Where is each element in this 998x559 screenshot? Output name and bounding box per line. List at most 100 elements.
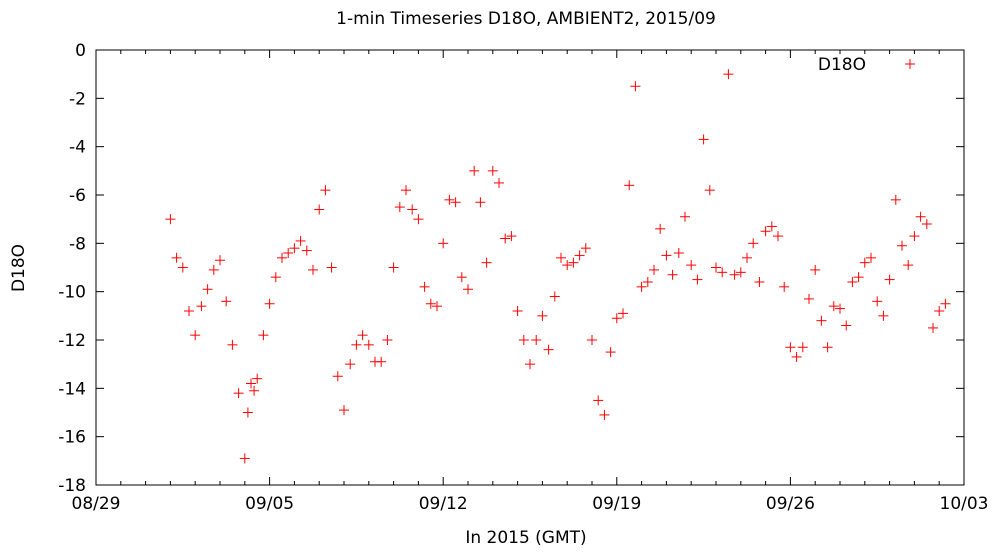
data-point — [568, 257, 579, 268]
data-point — [766, 221, 777, 232]
data-point — [432, 301, 442, 312]
data-point — [518, 335, 529, 345]
data-point — [574, 250, 585, 261]
data-point — [463, 284, 473, 295]
data-point — [791, 351, 802, 362]
data-point — [233, 388, 244, 399]
data-point — [500, 233, 511, 244]
y-tick-label: -4 — [69, 138, 86, 158]
data-point — [661, 250, 672, 261]
data-point — [531, 335, 542, 345]
data-point — [363, 339, 374, 350]
data-point — [649, 264, 659, 275]
data-point — [828, 301, 839, 312]
y-tick-label: -10 — [58, 283, 86, 303]
y-axis-title: D18O — [9, 244, 29, 292]
data-point — [388, 262, 399, 273]
x-tick-label: 09/19 — [592, 494, 641, 514]
data-point — [289, 243, 300, 254]
data-point — [184, 306, 194, 316]
data-point — [556, 252, 566, 263]
data-point — [810, 264, 821, 275]
data-point — [624, 180, 635, 191]
data-point — [339, 405, 349, 416]
data-point — [760, 226, 771, 237]
data-point — [587, 335, 597, 345]
data-point — [221, 296, 232, 307]
data-point — [549, 291, 560, 302]
data-point — [249, 385, 260, 396]
data-point — [450, 197, 461, 208]
data-point — [407, 204, 418, 215]
data-point — [859, 257, 870, 268]
data-point — [667, 269, 678, 280]
data-point — [419, 281, 430, 292]
data-point — [246, 378, 256, 389]
data-point — [351, 339, 362, 350]
x-tick-label: 10/03 — [940, 494, 989, 514]
y-tick-label: -8 — [69, 234, 86, 254]
data-point — [332, 371, 343, 382]
data-point — [593, 395, 604, 406]
series-d18o — [165, 69, 951, 464]
data-point — [773, 231, 783, 242]
y-tick-label: -12 — [58, 331, 86, 351]
legend-marker-d18o — [905, 59, 915, 69]
data-point — [215, 255, 225, 266]
data-point — [785, 342, 796, 353]
data-point — [242, 407, 253, 418]
data-point — [599, 409, 610, 420]
data-point — [630, 81, 641, 92]
data-point — [822, 342, 833, 353]
data-point — [754, 277, 765, 287]
data-point — [444, 194, 455, 205]
x-tick-label: 09/12 — [419, 494, 468, 514]
data-point — [481, 257, 492, 268]
data-point — [897, 240, 907, 251]
data-point — [425, 298, 436, 309]
data-point — [804, 293, 814, 304]
y-tick-label: -2 — [69, 89, 86, 109]
data-point — [580, 243, 591, 254]
data-point — [512, 306, 523, 316]
data-point — [611, 313, 622, 324]
data-point — [357, 330, 368, 341]
data-point — [562, 260, 573, 271]
x-tick-label: 09/26 — [766, 494, 815, 514]
legend: D18O — [818, 55, 915, 75]
data-point — [270, 272, 281, 283]
data-point — [636, 281, 647, 292]
data-point — [190, 330, 201, 341]
data-point — [692, 274, 703, 285]
data-point — [252, 373, 263, 384]
data-point — [940, 298, 951, 309]
data-point — [618, 308, 628, 319]
data-point — [779, 281, 790, 292]
y-tick-label: -16 — [58, 428, 86, 448]
data-point — [475, 197, 486, 208]
data-point — [382, 335, 393, 345]
data-point — [401, 185, 411, 196]
data-point — [717, 267, 728, 278]
data-point — [841, 320, 852, 331]
data-point — [723, 69, 734, 80]
data-point — [847, 277, 858, 287]
data-point — [301, 245, 312, 256]
data-point — [890, 194, 901, 205]
data-point — [277, 252, 287, 263]
data-point — [456, 272, 467, 283]
data-point — [704, 185, 715, 196]
data-point — [884, 274, 895, 285]
data-point — [469, 165, 480, 176]
data-point — [506, 231, 517, 242]
data-point — [673, 248, 684, 258]
data-point — [202, 284, 213, 295]
data-point — [227, 339, 238, 350]
x-tick-label: 09/05 — [245, 494, 294, 514]
data-point — [605, 347, 616, 358]
legend-label-d18o: D18O — [818, 55, 866, 75]
data-point — [872, 296, 883, 307]
data-point — [283, 248, 294, 258]
data-point — [655, 223, 666, 234]
